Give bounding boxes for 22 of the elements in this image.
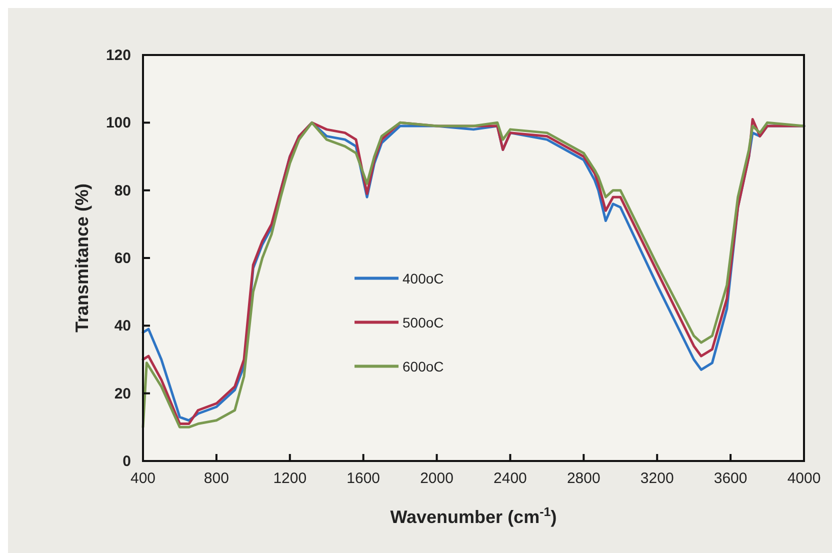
x-tick-label: 800 (204, 470, 229, 487)
legend-label: 500oC (402, 314, 444, 330)
x-tick-label: 2400 (494, 470, 527, 487)
x-tick-label: 3600 (714, 470, 748, 487)
x-tick-label: 1200 (273, 470, 307, 487)
y-axis-title: Transmitance (%) (72, 183, 92, 333)
x-tick-label: 400 (130, 470, 156, 487)
y-tick-label: 120 (106, 47, 131, 64)
legend-label: 400oC (402, 270, 444, 286)
y-tick-label: 80 (114, 182, 131, 200)
y-tick-label: 20 (114, 385, 131, 402)
x-tick-label: 3200 (640, 470, 674, 487)
y-tick-label: 0 (122, 453, 131, 470)
x-tick-label: 2000 (420, 470, 454, 487)
x-tick-label: 1600 (346, 470, 380, 487)
x-tick-label: 2800 (566, 470, 600, 487)
x-tick-label: 4000 (787, 470, 821, 487)
legend-label: 600oC (402, 358, 444, 374)
y-tick-label: 40 (114, 318, 131, 335)
y-tick-label: 60 (114, 250, 131, 267)
x-axis-title: Wavenumber (cm$^{-1}$) (390, 505, 557, 527)
y-tick-label: 100 (106, 114, 131, 132)
